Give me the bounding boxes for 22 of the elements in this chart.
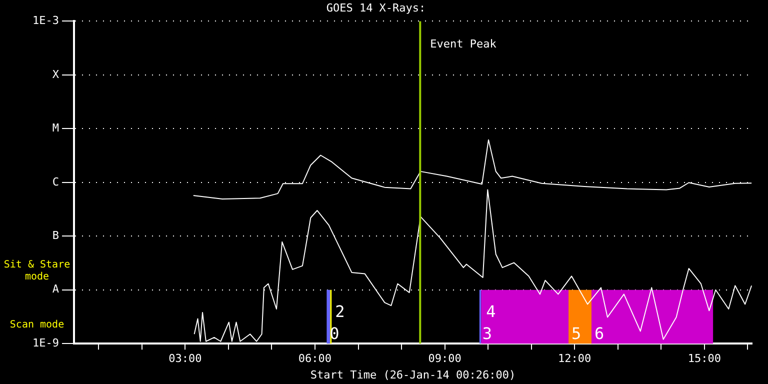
x-tick-label: 03:00 (168, 352, 202, 366)
band-label: 3 (482, 324, 492, 343)
x-tick-label: 06:00 (298, 352, 332, 366)
y-tick-label: 1E-3 (32, 14, 59, 28)
y-tick-label: A (52, 282, 60, 296)
y-tick-label: M (52, 122, 60, 135)
band-label: 2 (335, 302, 345, 321)
band-label: 5 (572, 324, 582, 343)
y-tick-label: X (52, 68, 60, 81)
x-tick-label: 12:00 (558, 352, 592, 366)
ref-line-label: Event Peak (430, 38, 497, 51)
y-tick-label: 1E-9 (32, 336, 59, 350)
y-tick-label: C (52, 175, 59, 188)
band-label: 4 (486, 302, 496, 321)
y-tick-label: B (52, 228, 60, 242)
text: Sit & Stare mode (4, 260, 70, 283)
chart-title: GOES 14 X-Rays: (326, 1, 426, 14)
x-tick-label: 15:00 (688, 352, 721, 366)
band-label: 6 (594, 324, 604, 343)
x-axis-title: Start Time (26-Jan-14 00:26:00) (310, 368, 516, 382)
text: Scan mode (10, 319, 64, 330)
x-tick-label: 09:00 (428, 352, 462, 366)
